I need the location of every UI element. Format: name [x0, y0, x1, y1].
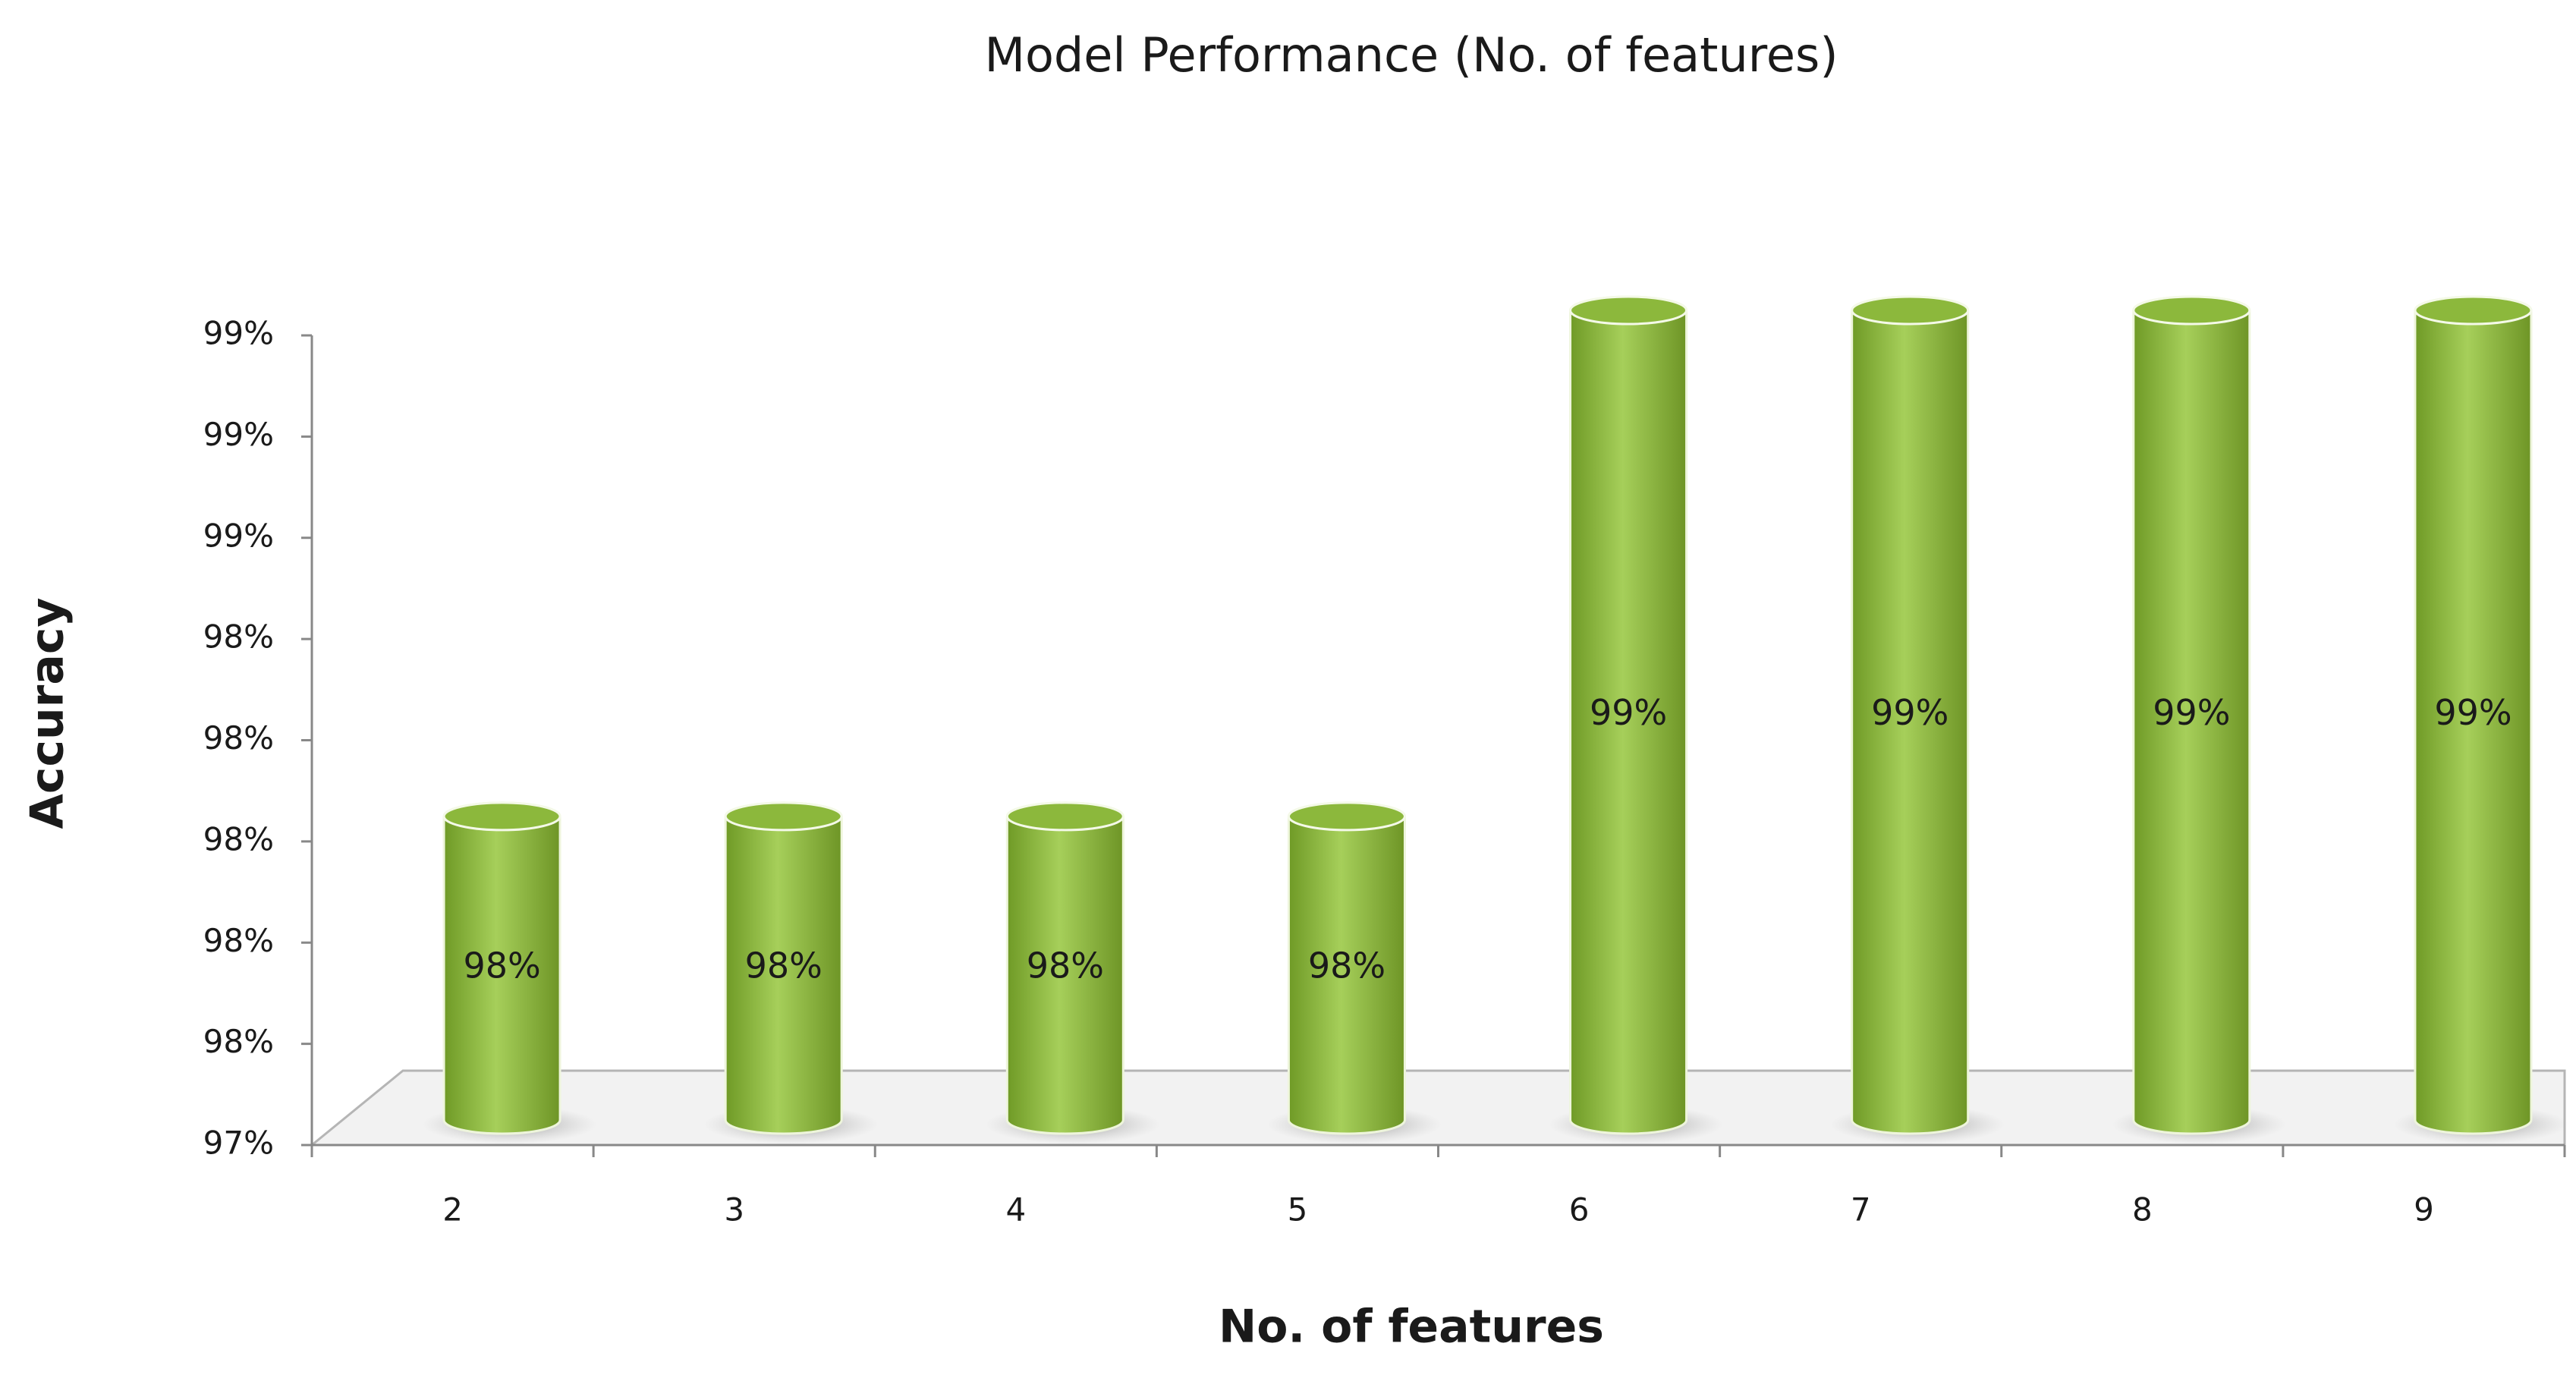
- bar-top: [1005, 801, 1124, 832]
- chart-title: Model Performance (No. of features): [984, 27, 1838, 83]
- x-tick-label: 8: [2132, 1191, 2153, 1229]
- y-tick-label: 97%: [203, 1125, 274, 1162]
- x-tick-label: 4: [1005, 1191, 1026, 1229]
- bar-top: [442, 801, 561, 832]
- y-tick-label: 99%: [203, 416, 274, 453]
- value-label: 98%: [1308, 945, 1386, 986]
- value-label: 98%: [463, 945, 540, 986]
- bar-top: [1569, 295, 1688, 326]
- bar-top: [1851, 295, 1970, 326]
- y-tick-label: 98%: [203, 618, 274, 656]
- x-axis-label: No. of features: [1219, 1301, 1604, 1354]
- y-tick-label: 98%: [203, 719, 274, 757]
- x-tick-label: 6: [1569, 1191, 1590, 1229]
- y-tick-label: 98%: [203, 820, 274, 857]
- value-label: 99%: [1590, 692, 1667, 733]
- value-label: 98%: [745, 945, 822, 986]
- value-label: 98%: [1027, 945, 1104, 986]
- x-tick-label: 7: [1851, 1191, 1871, 1229]
- y-tick-label: 98%: [203, 922, 274, 959]
- bar-top: [2414, 295, 2533, 326]
- x-tick-label: 2: [442, 1191, 463, 1229]
- x-tick-label: 9: [2414, 1191, 2434, 1229]
- y-tick-label: 99%: [203, 517, 274, 554]
- y-axis-label: Accuracy: [21, 597, 74, 829]
- value-label: 99%: [2153, 692, 2230, 733]
- value-label: 99%: [1871, 692, 1949, 733]
- bar-top: [724, 801, 843, 832]
- bar-top: [2132, 295, 2251, 326]
- y-tick-label: 98%: [203, 1023, 274, 1060]
- x-tick-label: 5: [1288, 1191, 1308, 1229]
- value-label: 99%: [2434, 692, 2512, 733]
- bar-top: [1287, 801, 1406, 832]
- y-tick-label: 99%: [203, 315, 274, 352]
- x-tick-label: 3: [724, 1191, 744, 1229]
